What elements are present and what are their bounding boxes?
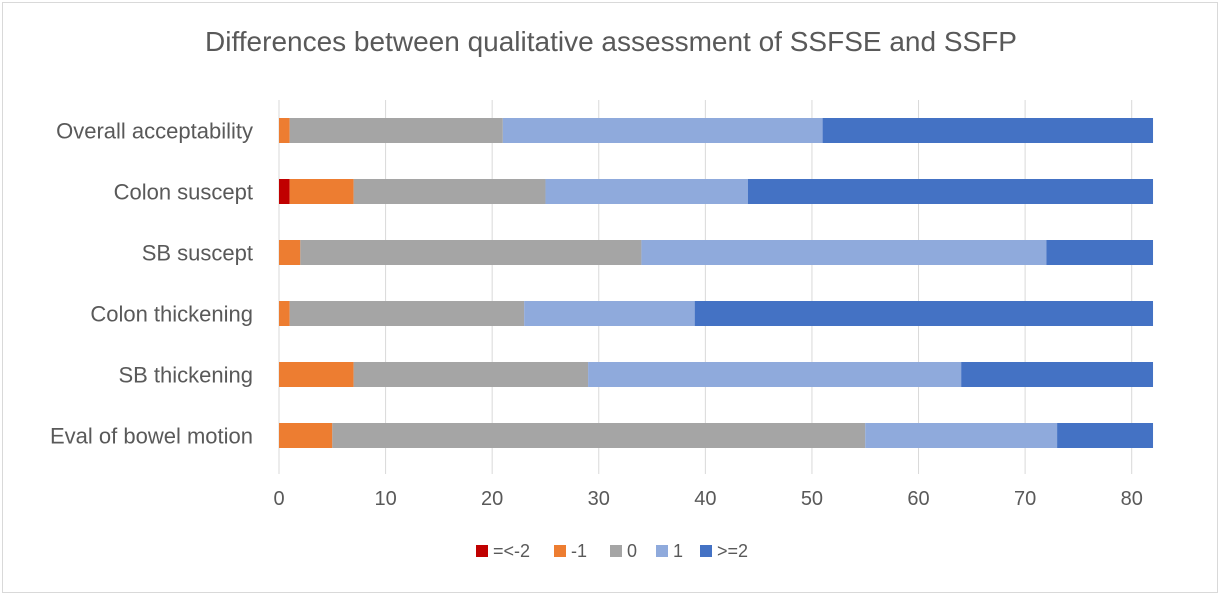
x-tick-label: 30 [588, 488, 610, 510]
bar-segment-sb-thickening-0 [353, 362, 589, 387]
legend-label: 0 [627, 541, 637, 561]
bar-segment-colon-suscept-2 [747, 179, 1154, 204]
legend-swatch [610, 545, 622, 557]
bar-segment-sb-suscept-0 [300, 240, 642, 265]
legend-swatch [656, 545, 668, 557]
bar-segment-overall-acceptability-1 [502, 118, 823, 143]
bars [279, 118, 1154, 448]
legend-label: =<-2 [493, 541, 530, 561]
bar-segment-sb-suscept-1 [641, 240, 1047, 265]
legend-swatch [700, 545, 712, 557]
category-labels: Overall acceptability Colon suscept SB sus… [50, 119, 253, 449]
legend: =<-2 -1 0 1 >=2 [476, 541, 748, 561]
bar-segment-colon-thickening-1 [524, 301, 695, 326]
legend-label: >=2 [717, 541, 748, 561]
bar-segment-sb-thickening-2 [961, 362, 1154, 387]
legend-swatch [476, 545, 488, 557]
bar-segment-colon-suscept-0 [353, 179, 546, 204]
x-tick-labels: 0 10 20 30 40 50 60 70 80 [273, 488, 1142, 510]
bar-segment-eval-of-bowel-motion-2 [1057, 423, 1154, 448]
x-tick-label: 20 [481, 488, 503, 510]
legend-swatch [554, 545, 566, 557]
gridlines [278, 100, 1133, 474]
x-tick-label: 50 [801, 488, 823, 510]
x-tick-label: 70 [1014, 488, 1036, 510]
bar-segment-colon-suscept-1 [545, 179, 748, 204]
category-label: Colon suscept [114, 180, 253, 205]
bar-segment-sb-suscept-1 [279, 240, 301, 265]
bar-segment-overall-acceptability-0 [289, 118, 503, 143]
bar-segment-eval-of-bowel-motion-1 [865, 423, 1058, 448]
bar-segment-sb-thickening-1 [279, 362, 354, 387]
bar-segment-overall-acceptability-1 [279, 118, 290, 143]
category-label: SB suscept [142, 241, 253, 266]
bar-segment-colon-suscept-2 [279, 179, 290, 204]
legend-label: -1 [571, 541, 587, 561]
bar-segment-eval-of-bowel-motion-0 [332, 423, 866, 448]
bar-segment-colon-thickening-2 [694, 301, 1154, 326]
x-tick-label: 40 [694, 488, 716, 510]
bar-segment-sb-thickening-1 [588, 362, 962, 387]
x-tick-label: 80 [1121, 488, 1143, 510]
bar-segment-colon-thickening-0 [289, 301, 525, 326]
legend-label: 1 [673, 541, 683, 561]
x-tick-label: 60 [907, 488, 929, 510]
bar-segment-sb-suscept-2 [1046, 240, 1154, 265]
category-label: SB thickening [118, 363, 253, 388]
category-label: Eval of bowel motion [50, 424, 253, 449]
x-tick-label: 10 [374, 488, 396, 510]
chart-title: Differences between qualitative assessme… [205, 26, 1017, 57]
x-tick-label: 0 [273, 488, 284, 510]
bar-segment-overall-acceptability-2 [822, 118, 1154, 143]
category-label: Colon thickening [90, 302, 253, 327]
bar-segment-colon-thickening-1 [279, 301, 290, 326]
bar-segment-colon-suscept-1 [289, 179, 354, 204]
category-label: Overall acceptability [56, 119, 253, 144]
bar-segment-eval-of-bowel-motion-1 [279, 423, 333, 448]
